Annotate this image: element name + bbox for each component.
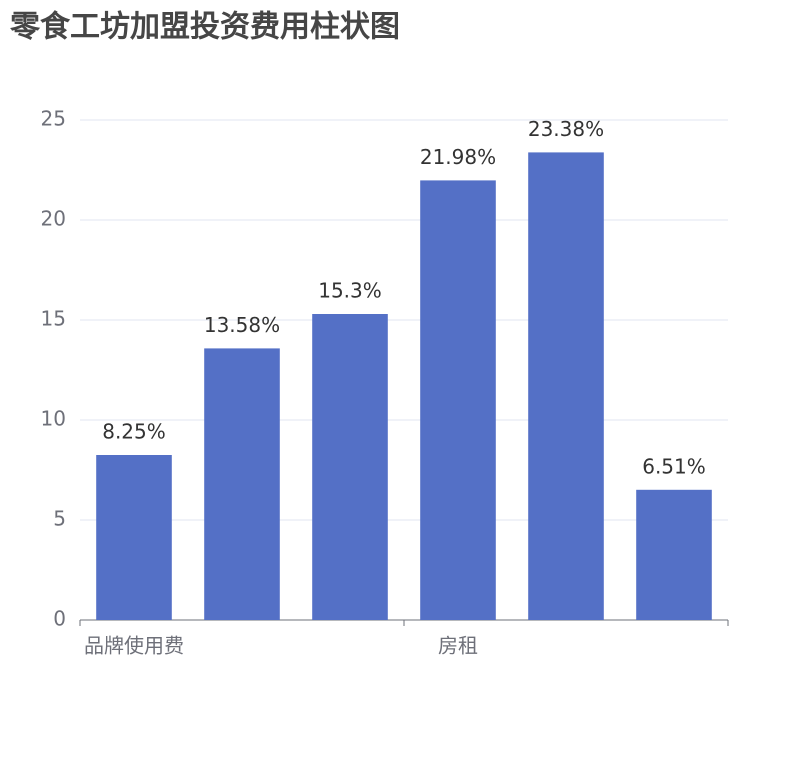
bar (528, 152, 604, 620)
value-label: 6.51% (642, 454, 706, 478)
value-label: 15.3% (318, 279, 382, 303)
bar (420, 180, 496, 620)
value-label: 21.98% (420, 145, 496, 169)
chart-title: 零食工坊加盟投资费用柱状图 (10, 10, 400, 45)
y-tick-label: 20 (41, 207, 66, 231)
value-label: 8.25% (102, 420, 166, 444)
y-tick-label: 5 (53, 507, 66, 531)
y-tick-label: 15 (41, 307, 66, 331)
y-tick-label: 0 (53, 607, 66, 631)
x-tick-label: 房租 (438, 634, 478, 658)
bar (312, 314, 388, 620)
value-label: 13.58% (204, 313, 280, 337)
x-tick-label: 品牌使用费 (84, 634, 184, 658)
y-tick-label: 10 (41, 407, 66, 431)
bar (96, 455, 172, 620)
y-tick-label: 25 (41, 107, 66, 131)
bar (636, 489, 712, 620)
bar (204, 348, 280, 620)
value-label: 23.38% (528, 117, 604, 141)
